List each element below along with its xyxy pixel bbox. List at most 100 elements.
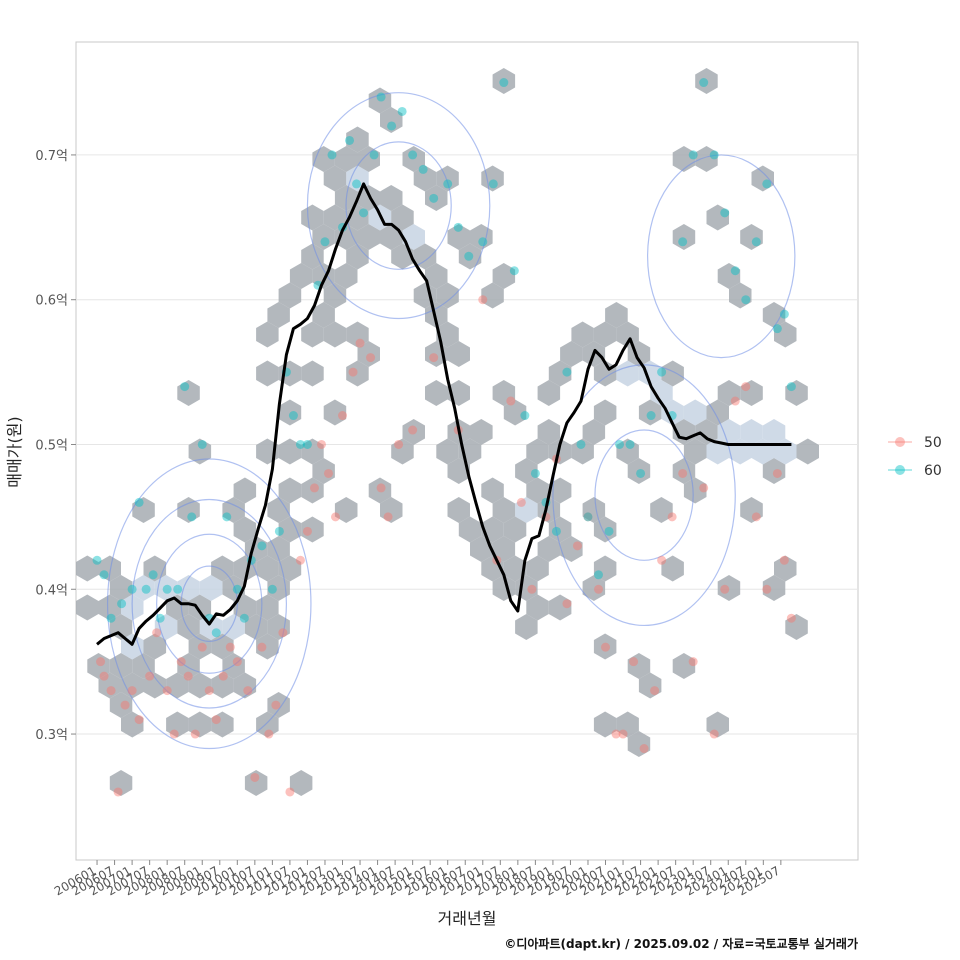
point-60 xyxy=(741,295,751,305)
hex-bin xyxy=(695,419,718,445)
hex-bin xyxy=(740,224,763,250)
point-50 xyxy=(309,483,319,493)
point-60 xyxy=(408,150,418,160)
point-60 xyxy=(257,541,267,551)
hex-bin xyxy=(785,380,808,406)
point-60 xyxy=(141,584,151,594)
point-50 xyxy=(408,425,418,435)
point-60 xyxy=(751,237,761,247)
point-60 xyxy=(99,570,109,580)
point-60 xyxy=(232,584,242,594)
hex-bin xyxy=(717,419,741,445)
density-contour xyxy=(156,533,263,674)
hex-bin xyxy=(740,497,763,523)
hex-bin xyxy=(717,380,741,406)
hex-bin xyxy=(481,477,504,504)
point-50 xyxy=(330,512,340,522)
caption: ©디아파트(dapt.kr) / 2025.09.02 / 자료=국토교통부 실… xyxy=(504,936,858,951)
hex-bin xyxy=(616,438,639,465)
hex-bin xyxy=(537,419,561,445)
hex-bin xyxy=(267,692,290,718)
hex-bin xyxy=(650,380,673,406)
point-50 xyxy=(99,671,109,681)
hex-bin xyxy=(762,458,786,484)
hex-bin xyxy=(301,204,324,231)
hex-bin xyxy=(796,438,819,465)
hex-bin xyxy=(368,477,392,504)
point-50 xyxy=(323,468,333,478)
hex-bin xyxy=(593,321,617,348)
hex-bin xyxy=(548,477,572,504)
point-50 xyxy=(243,686,253,696)
hex-bin xyxy=(278,477,302,504)
point-60 xyxy=(295,439,305,449)
hex-bin xyxy=(301,477,324,504)
point-50 xyxy=(667,512,677,522)
hex-bin xyxy=(661,399,684,426)
trend-line-layer xyxy=(96,182,792,646)
hex-bin xyxy=(638,399,662,426)
hex-bin xyxy=(244,614,268,640)
hex-bin xyxy=(571,438,594,465)
hex-bin xyxy=(267,614,290,640)
density-contour xyxy=(552,364,736,627)
point-50 xyxy=(527,584,537,594)
hex-bin xyxy=(312,224,335,250)
hex-bin xyxy=(132,653,155,679)
hex-bin xyxy=(222,497,245,523)
hex-bin xyxy=(695,146,718,172)
hex-bin xyxy=(616,711,639,738)
hex-bin xyxy=(560,341,583,367)
hex-bin xyxy=(109,575,133,601)
hex-bin xyxy=(323,282,347,309)
hex-bin xyxy=(413,243,437,270)
hex-bin xyxy=(582,419,606,445)
hex-bin xyxy=(301,516,324,543)
trend-line xyxy=(96,182,792,646)
hex-bin xyxy=(256,555,279,582)
hex-bin xyxy=(425,185,448,211)
point-60 xyxy=(443,179,453,189)
hex-bin xyxy=(616,321,639,348)
point-60 xyxy=(688,150,698,160)
hex-bin xyxy=(729,282,752,309)
hex-bin xyxy=(357,146,380,172)
hex-bin xyxy=(492,68,516,94)
y-axis: 0.3억 0.4억 0.5억 0.6억 0.7억 xyxy=(35,149,76,743)
hex-bin xyxy=(323,399,347,426)
y-axis-title: 매매가(원) xyxy=(5,416,24,487)
point-60 xyxy=(615,439,625,449)
point-60 xyxy=(636,468,646,478)
x-axis-title: 거래년월 xyxy=(438,909,497,928)
point-60 xyxy=(117,599,127,609)
point-50 xyxy=(134,715,144,725)
hex-bin xyxy=(188,672,212,699)
hex-bin xyxy=(616,360,639,387)
hex-bin xyxy=(346,321,369,348)
hex-bin xyxy=(334,497,358,523)
hex-bin xyxy=(177,614,200,640)
hex-bin xyxy=(166,594,189,621)
hex-bin xyxy=(515,458,538,484)
hex-bin xyxy=(323,204,347,231)
point-60 xyxy=(274,526,284,536)
point-50 xyxy=(699,483,709,493)
hex-bin xyxy=(334,263,358,289)
point-60 xyxy=(551,526,561,536)
point-50 xyxy=(162,686,172,696)
hex-bin xyxy=(278,438,302,465)
hex-bin xyxy=(425,380,448,406)
hex-bin xyxy=(323,165,347,192)
hex-bin xyxy=(76,555,99,582)
hex-bin xyxy=(740,380,763,406)
hex-bin xyxy=(222,614,245,640)
point-50 xyxy=(583,512,593,522)
point-60 xyxy=(779,309,789,319)
hex-bin xyxy=(143,672,167,699)
hex-bin xyxy=(244,770,268,796)
hex-bin xyxy=(154,614,178,640)
hex-bin xyxy=(458,516,482,543)
hex-bin xyxy=(256,321,279,348)
hex-bin xyxy=(683,438,707,465)
